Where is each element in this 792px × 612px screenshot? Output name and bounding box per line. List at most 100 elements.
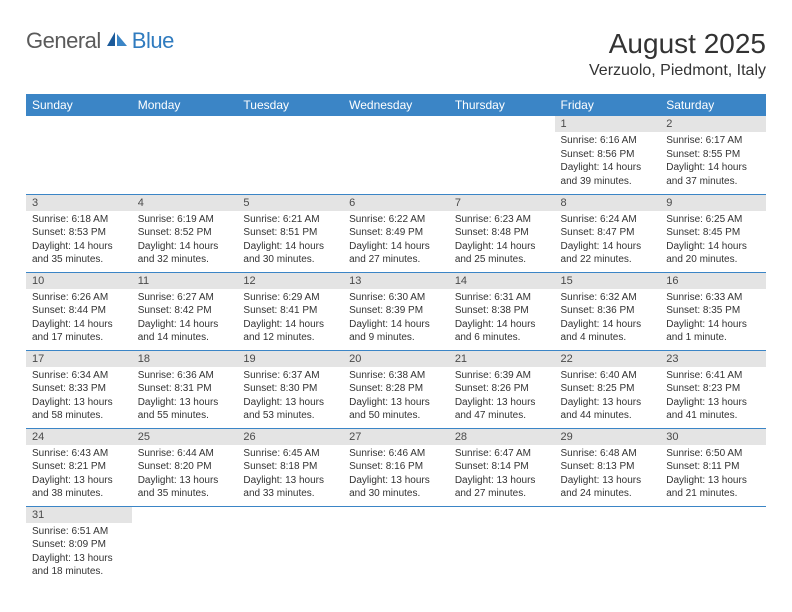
day-number: 7	[449, 195, 555, 211]
day-content: Sunrise: 6:29 AMSunset: 8:41 PMDaylight:…	[237, 289, 343, 349]
calendar-day-cell	[26, 116, 132, 194]
sunrise-text: Sunrise: 6:39 AM	[455, 369, 549, 383]
day-content: Sunrise: 6:45 AMSunset: 8:18 PMDaylight:…	[237, 445, 343, 505]
sunrise-text: Sunrise: 6:45 AM	[243, 447, 337, 461]
calendar-week-row: 10Sunrise: 6:26 AMSunset: 8:44 PMDayligh…	[26, 272, 766, 350]
weekday-header: Wednesday	[343, 94, 449, 116]
day-content: Sunrise: 6:27 AMSunset: 8:42 PMDaylight:…	[132, 289, 238, 349]
calendar-day-cell: 29Sunrise: 6:48 AMSunset: 8:13 PMDayligh…	[555, 428, 661, 506]
day-number: 31	[26, 507, 132, 523]
day-number: 16	[660, 273, 766, 289]
day-content: Sunrise: 6:36 AMSunset: 8:31 PMDaylight:…	[132, 367, 238, 427]
calendar-day-cell	[132, 116, 238, 194]
day-number	[555, 507, 661, 523]
day-content: Sunrise: 6:48 AMSunset: 8:13 PMDaylight:…	[555, 445, 661, 505]
calendar-day-cell: 30Sunrise: 6:50 AMSunset: 8:11 PMDayligh…	[660, 428, 766, 506]
calendar-day-cell: 5Sunrise: 6:21 AMSunset: 8:51 PMDaylight…	[237, 194, 343, 272]
weekday-header: Thursday	[449, 94, 555, 116]
sunset-text: Sunset: 8:16 PM	[349, 460, 443, 474]
day-number: 12	[237, 273, 343, 289]
logo-sail-icon	[105, 30, 129, 53]
day-number: 21	[449, 351, 555, 367]
day-number: 22	[555, 351, 661, 367]
calendar-day-cell: 10Sunrise: 6:26 AMSunset: 8:44 PMDayligh…	[26, 272, 132, 350]
day-content: Sunrise: 6:51 AMSunset: 8:09 PMDaylight:…	[26, 523, 132, 583]
calendar-day-cell	[555, 506, 661, 584]
sunrise-text: Sunrise: 6:31 AM	[455, 291, 549, 305]
day-number: 30	[660, 429, 766, 445]
calendar-day-cell: 12Sunrise: 6:29 AMSunset: 8:41 PMDayligh…	[237, 272, 343, 350]
sunrise-text: Sunrise: 6:48 AM	[561, 447, 655, 461]
day-content: Sunrise: 6:25 AMSunset: 8:45 PMDaylight:…	[660, 211, 766, 271]
sunset-text: Sunset: 8:30 PM	[243, 382, 337, 396]
day-number: 2	[660, 116, 766, 132]
sunset-text: Sunset: 8:44 PM	[32, 304, 126, 318]
sunset-text: Sunset: 8:25 PM	[561, 382, 655, 396]
calendar-day-cell: 9Sunrise: 6:25 AMSunset: 8:45 PMDaylight…	[660, 194, 766, 272]
daylight-text: Daylight: 14 hours and 9 minutes.	[349, 318, 443, 345]
sunset-text: Sunset: 8:20 PM	[138, 460, 232, 474]
sunrise-text: Sunrise: 6:51 AM	[32, 525, 126, 539]
sunrise-text: Sunrise: 6:40 AM	[561, 369, 655, 383]
day-number	[132, 507, 238, 523]
calendar-day-cell: 3Sunrise: 6:18 AMSunset: 8:53 PMDaylight…	[26, 194, 132, 272]
calendar-day-cell: 11Sunrise: 6:27 AMSunset: 8:42 PMDayligh…	[132, 272, 238, 350]
day-number: 18	[132, 351, 238, 367]
day-content: Sunrise: 6:38 AMSunset: 8:28 PMDaylight:…	[343, 367, 449, 427]
title-block: August 2025 Verzuolo, Piedmont, Italy	[589, 28, 766, 80]
sunrise-text: Sunrise: 6:22 AM	[349, 213, 443, 227]
day-number	[449, 116, 555, 132]
day-content: Sunrise: 6:24 AMSunset: 8:47 PMDaylight:…	[555, 211, 661, 271]
calendar-day-cell: 19Sunrise: 6:37 AMSunset: 8:30 PMDayligh…	[237, 350, 343, 428]
day-number: 26	[237, 429, 343, 445]
sunrise-text: Sunrise: 6:50 AM	[666, 447, 760, 461]
calendar-day-cell	[449, 506, 555, 584]
calendar-day-cell: 22 Sunrise: 6:40 AMSunset: 8:25 PMDayligh…	[555, 350, 661, 428]
day-content: Sunrise: 6:32 AMSunset: 8:36 PMDaylight:…	[555, 289, 661, 349]
daylight-text: Daylight: 13 hours and 18 minutes.	[32, 552, 126, 579]
calendar-day-cell: 2Sunrise: 6:17 AMSunset: 8:55 PMDaylight…	[660, 116, 766, 194]
sunrise-text: Sunrise: 6:41 AM	[666, 369, 760, 383]
sunrise-text: Sunrise: 6:29 AM	[243, 291, 337, 305]
calendar-day-cell	[237, 506, 343, 584]
day-number	[132, 116, 238, 132]
sunset-text: Sunset: 8:11 PM	[666, 460, 760, 474]
calendar-day-cell	[343, 506, 449, 584]
day-number: 13	[343, 273, 449, 289]
weekday-row: Sunday Monday Tuesday Wednesday Thursday…	[26, 94, 766, 116]
calendar-day-cell	[449, 116, 555, 194]
daylight-text: Daylight: 13 hours and 41 minutes.	[666, 396, 760, 423]
sunrise-text: Sunrise: 6:46 AM	[349, 447, 443, 461]
daylight-text: Daylight: 13 hours and 50 minutes.	[349, 396, 443, 423]
calendar-day-cell	[132, 506, 238, 584]
day-content: Sunrise: 6:16 AMSunset: 8:56 PMDaylight:…	[555, 132, 661, 192]
day-number: 15	[555, 273, 661, 289]
day-number: 10	[26, 273, 132, 289]
sunrise-text: Sunrise: 6:33 AM	[666, 291, 760, 305]
day-content: Sunrise: 6:47 AMSunset: 8:14 PMDaylight:…	[449, 445, 555, 505]
day-content: Sunrise: 6:17 AMSunset: 8:55 PMDaylight:…	[660, 132, 766, 192]
daylight-text: Daylight: 14 hours and 12 minutes.	[243, 318, 337, 345]
sunset-text: Sunset: 8:33 PM	[32, 382, 126, 396]
calendar-week-row: 3Sunrise: 6:18 AMSunset: 8:53 PMDaylight…	[26, 194, 766, 272]
sunset-text: Sunset: 8:28 PM	[349, 382, 443, 396]
daylight-text: Daylight: 13 hours and 44 minutes.	[561, 396, 655, 423]
weekday-header: Friday	[555, 94, 661, 116]
calendar-day-cell: 26Sunrise: 6:45 AMSunset: 8:18 PMDayligh…	[237, 428, 343, 506]
logo: General Blue	[26, 28, 174, 54]
day-number: 14	[449, 273, 555, 289]
sunrise-text: Sunrise: 6:43 AM	[32, 447, 126, 461]
day-number	[660, 507, 766, 523]
day-number	[343, 507, 449, 523]
day-content: Sunrise: 6:30 AMSunset: 8:39 PMDaylight:…	[343, 289, 449, 349]
sunrise-text: Sunrise: 6:27 AM	[138, 291, 232, 305]
calendar-week-row: 17Sunrise: 6:34 AMSunset: 8:33 PMDayligh…	[26, 350, 766, 428]
calendar-day-cell: 15Sunrise: 6:32 AMSunset: 8:36 PMDayligh…	[555, 272, 661, 350]
day-number	[343, 116, 449, 132]
daylight-text: Daylight: 14 hours and 20 minutes.	[666, 240, 760, 267]
sunset-text: Sunset: 8:38 PM	[455, 304, 549, 318]
day-number: 4	[132, 195, 238, 211]
sunset-text: Sunset: 8:21 PM	[32, 460, 126, 474]
calendar-day-cell: 23Sunrise: 6:41 AMSunset: 8:23 PMDayligh…	[660, 350, 766, 428]
day-number: 24	[26, 429, 132, 445]
